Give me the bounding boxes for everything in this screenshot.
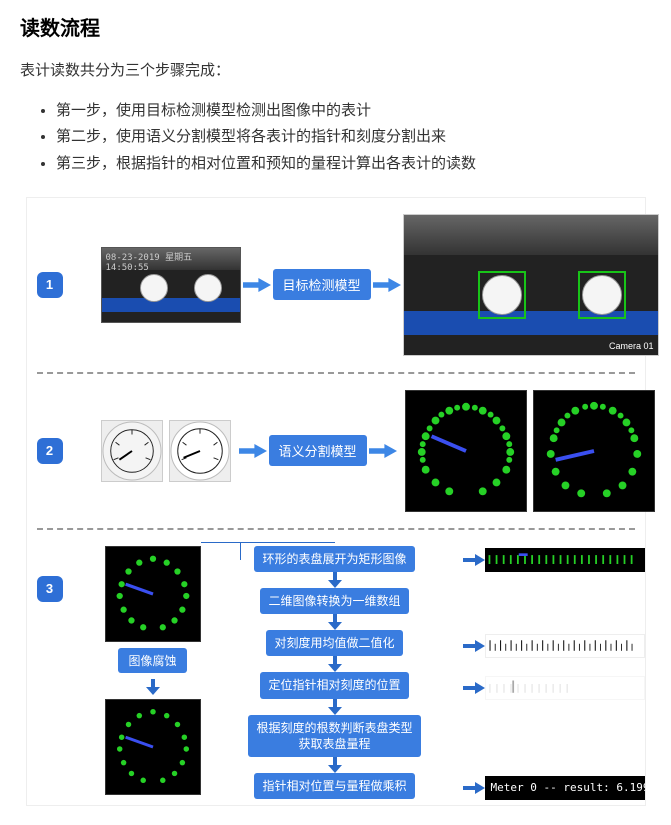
flow-step-5: 根据刻度的根数判断表盘类型 获取表盘量程 <box>248 715 420 757</box>
gauge-crop-1 <box>101 420 163 482</box>
side-output-strip-1 <box>463 546 645 574</box>
step-badge-1: 1 <box>37 272 63 298</box>
step-item: 第一步，使用目标检测模型检测出图像中的表计 <box>56 98 651 124</box>
down-arrow-icon <box>328 572 342 588</box>
segmented-gauge-top <box>105 546 201 642</box>
row3-left-column: 图像腐蚀 <box>105 546 201 795</box>
step-item: 第三步，根据指针的相对位置和预知的量程计算出各表计的读数 <box>56 151 651 177</box>
intro-text: 表计读数共分为三个步骤完成： <box>20 59 651 80</box>
segmented-gauge-bottom <box>105 699 201 795</box>
arrow-icon <box>241 275 273 295</box>
input-image-thumb: 08-23-2019 星期五 14:50:55 <box>101 247 241 323</box>
binarized-ticks <box>485 634 645 658</box>
side-output-strip-3 <box>463 674 645 702</box>
arrow-icon <box>237 441 269 461</box>
diagram-row-3: 3 图像腐蚀 <box>37 540 635 799</box>
step-badge-3: 3 <box>37 576 63 602</box>
erosion-label: 图像腐蚀 <box>118 648 186 673</box>
flow-step-2: 二维图像转换为一维数组 <box>260 588 408 614</box>
down-arrow-icon <box>328 656 342 672</box>
step-badge-2: 2 <box>37 438 63 464</box>
unrolled-strip <box>485 548 645 572</box>
separator <box>37 372 635 374</box>
timestamp-small: 08-23-2019 星期五 14:50:55 <box>106 250 240 273</box>
stage-label-detection: 目标检测模型 <box>273 269 371 300</box>
step-list: 第一步，使用目标检测模型检测出图像中的表计 第二步，使用语义分割模型将各表计的指… <box>20 98 651 177</box>
flow-step-4: 定位指针相对刻度的位置 <box>260 672 408 698</box>
down-arrow-icon <box>146 679 160 695</box>
gauge-crop-2 <box>169 420 231 482</box>
separator <box>37 528 635 530</box>
segmentation-output-2 <box>533 390 655 512</box>
detection-output-image: 08-23-2019 星期五 14:50:55 Camera 01 <box>403 214 659 356</box>
down-arrow-icon <box>328 699 342 715</box>
meter-result-text: Meter 0 -- result: 6.199 <box>485 776 645 800</box>
down-arrow-icon <box>328 757 342 773</box>
diagram-row-1: 1 08-23-2019 星期五 14:50:55 目标检测模型 08-23-2… <box>37 208 635 362</box>
flow-step-6: 指针相对位置与量程做乘积 <box>254 773 414 799</box>
arrow-icon <box>367 441 399 461</box>
side-output-result: Meter 0 -- result: 6.199 <box>463 774 645 802</box>
arrow-icon <box>371 275 403 295</box>
flow-step-1: 环形的表盘展开为矩形图像 <box>254 546 414 572</box>
camera-tag: Camera 01 <box>609 341 654 351</box>
stage-label-segmentation: 语义分割模型 <box>269 435 367 466</box>
flow-step-3: 对刻度用均值做二值化 <box>266 630 402 656</box>
segmentation-output-1 <box>405 390 527 512</box>
pointer-location-strip <box>485 676 645 700</box>
row3-right-column: 环形的表盘展开为矩形图像 二维图像转换为一维数组 对刻度用均值做二值化 定位指针… <box>215 546 635 799</box>
process-diagram: 1 08-23-2019 星期五 14:50:55 目标检测模型 08-23-2… <box>26 197 646 806</box>
step-item: 第二步，使用语义分割模型将各表计的指针和刻度分割出来 <box>56 124 651 150</box>
side-output-strip-2 <box>463 632 645 660</box>
diagram-row-2: 2 <box>37 384 635 518</box>
down-arrow-icon <box>328 614 342 630</box>
section-title: 读数流程 <box>20 12 651 41</box>
flow-column: 环形的表盘展开为矩形图像 二维图像转换为一维数组 对刻度用均值做二值化 定位指针… <box>235 546 435 799</box>
